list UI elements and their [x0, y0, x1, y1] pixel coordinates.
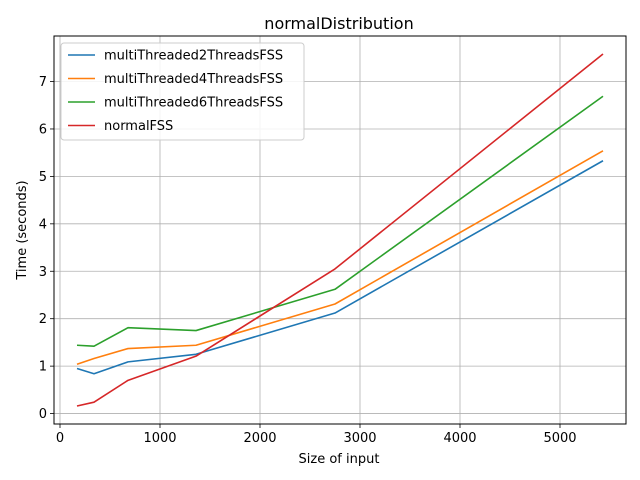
- x-tick-label: 3000: [343, 431, 376, 446]
- series-line-multiThreaded4ThreadsFSS: [76, 150, 604, 365]
- y-tick-label: 6: [39, 122, 47, 137]
- x-tick-label: 5000: [543, 431, 576, 446]
- y-tick-label: 1: [39, 360, 47, 375]
- series-line-multiThreaded6ThreadsFSS: [76, 95, 604, 348]
- legend: multiThreaded2ThreadsFSS multiThreaded4Th…: [60, 42, 305, 141]
- y-tick-label: 7: [39, 75, 47, 90]
- x-tick-label: 4000: [443, 431, 476, 446]
- legend-label: normalFSS: [104, 119, 173, 134]
- x-tick-label: 0: [56, 431, 64, 446]
- series-line-multiThreaded2ThreadsFSS: [76, 160, 604, 375]
- x-tick-label: 1000: [143, 431, 176, 446]
- y-axis-ticks: 0 1 2 3 4 5 6 7: [39, 75, 54, 422]
- legend-label: multiThreaded4ThreadsFSS: [104, 72, 283, 87]
- series-lines: [76, 53, 604, 407]
- legend-label: multiThreaded2ThreadsFSS: [104, 49, 283, 64]
- plot-frame: [53, 35, 627, 425]
- legend-box: [60, 42, 305, 141]
- x-tick-label: 2000: [243, 431, 276, 446]
- y-tick-label: 2: [39, 312, 47, 327]
- y-tick-label: 0: [39, 407, 47, 422]
- y-tick-label: 3: [39, 265, 47, 280]
- legend-label: multiThreaded6ThreadsFSS: [104, 96, 283, 111]
- x-axis-label: Size of input: [299, 452, 380, 467]
- chart-title: normalDistribution: [264, 14, 413, 33]
- x-axis-ticks: 0 1000 2000 3000 4000 5000: [56, 424, 577, 446]
- y-axis-label: Time (seconds): [15, 180, 30, 280]
- y-tick-label: 4: [39, 217, 47, 232]
- y-tick-label: 5: [39, 170, 47, 185]
- series-line-normalFSS: [76, 53, 604, 407]
